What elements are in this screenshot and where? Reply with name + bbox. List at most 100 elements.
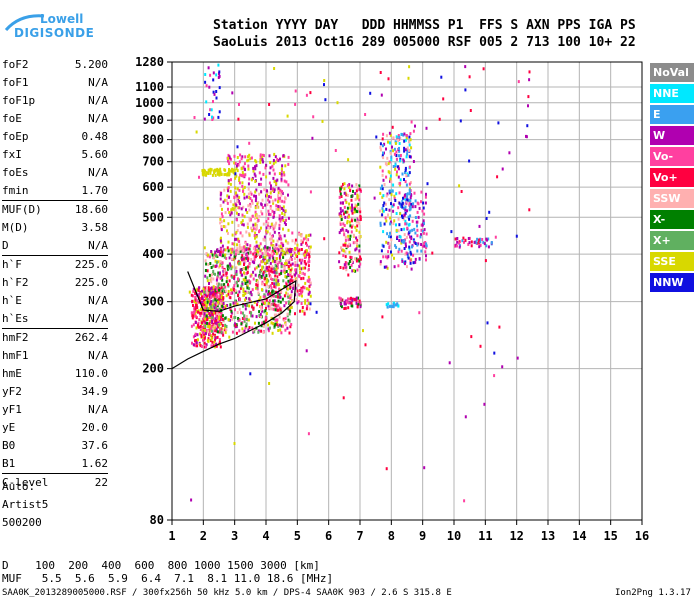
echo-point <box>202 338 204 342</box>
echo-point <box>284 275 287 279</box>
echo-point <box>227 240 230 244</box>
echo-point <box>269 275 272 279</box>
echo-point <box>212 326 215 329</box>
echo-point <box>220 275 223 279</box>
echo-point <box>221 261 224 265</box>
echo-point <box>401 240 404 244</box>
echo-point <box>293 275 296 279</box>
echo-point <box>223 285 225 289</box>
echo-point <box>305 241 308 245</box>
echo-point <box>342 396 345 400</box>
echo-point <box>425 246 428 250</box>
echo-point <box>469 109 472 112</box>
echo-point <box>274 274 277 278</box>
echo-point <box>219 261 222 265</box>
echo-point <box>386 192 389 196</box>
echo-point <box>308 284 311 288</box>
echo-point <box>198 325 200 329</box>
echo-point <box>288 319 291 323</box>
echo-point <box>228 168 230 171</box>
echo-point <box>408 188 411 192</box>
echo-point <box>254 328 257 331</box>
echo-point <box>423 222 425 226</box>
param-row: foF1p N/A <box>2 92 108 110</box>
echo-point <box>232 203 235 207</box>
echo-point <box>273 245 276 249</box>
echo-point <box>254 210 257 214</box>
echo-point <box>230 251 233 255</box>
echo-point <box>305 235 308 239</box>
echo-point <box>406 152 409 156</box>
echo-point <box>255 194 257 198</box>
echo-point <box>291 254 294 257</box>
echo-point <box>272 307 275 311</box>
echo-point <box>393 219 396 223</box>
echo-point <box>399 235 402 239</box>
echo-point <box>300 267 303 271</box>
echo-point <box>390 158 393 162</box>
echo-point <box>350 225 353 229</box>
echo-point <box>227 283 229 287</box>
echo-point <box>213 306 216 310</box>
echo-point <box>400 204 403 208</box>
echo-point <box>305 93 308 97</box>
echo-point <box>270 286 273 290</box>
echo-point <box>280 179 283 183</box>
echo-point <box>201 328 204 332</box>
echo-point <box>195 130 198 134</box>
echo-point <box>250 178 253 182</box>
x-tick-label: 16 <box>635 529 649 543</box>
echo-point <box>468 241 471 245</box>
echo-point <box>233 316 236 320</box>
echo-point <box>379 165 382 169</box>
echo-point <box>212 264 215 268</box>
echo-point <box>387 77 390 81</box>
echo-point <box>223 269 226 273</box>
echo-point <box>283 200 286 204</box>
echo-point <box>270 267 273 271</box>
echo-point <box>228 195 230 199</box>
echo-point <box>247 318 250 322</box>
echo-point <box>401 258 404 262</box>
echo-point <box>279 328 282 332</box>
echo-point <box>284 321 287 325</box>
echo-point <box>397 217 400 221</box>
echo-point <box>381 154 384 158</box>
echo-point <box>338 260 341 264</box>
echo-point <box>496 175 499 179</box>
echo-point <box>384 202 387 206</box>
echo-point <box>275 179 278 183</box>
echo-point <box>393 256 395 260</box>
echo-point <box>395 173 398 177</box>
echo-point <box>259 270 262 274</box>
echo-point <box>250 199 253 203</box>
echo-point <box>243 215 246 219</box>
footer-info-line: SAA0K_2013289005000.RSF / 300fx256h 50 k… <box>2 588 452 598</box>
echo-point <box>414 205 417 209</box>
echo-point <box>287 248 290 252</box>
auto-label: Auto: <box>2 480 36 493</box>
echo-point <box>216 304 219 308</box>
echo-point <box>273 190 276 193</box>
echo-point <box>408 143 411 147</box>
echo-point <box>389 231 391 235</box>
echo-point <box>205 343 208 347</box>
echo-point <box>194 339 197 343</box>
echo-point <box>483 242 486 246</box>
echo-point <box>275 207 278 211</box>
echo-point <box>270 302 273 306</box>
echo-point <box>204 274 207 278</box>
echo-point <box>296 289 299 293</box>
param-name: foEp <box>2 130 29 143</box>
echo-point <box>354 248 357 252</box>
echo-point <box>227 264 230 268</box>
echo-point <box>408 135 411 139</box>
echo-point <box>238 243 241 247</box>
echo-point <box>294 253 297 257</box>
echo-point <box>349 224 352 228</box>
echo-point <box>241 219 244 223</box>
echo-point <box>424 195 427 199</box>
echo-point <box>385 467 388 471</box>
echo-point <box>265 289 268 293</box>
echo-point <box>216 274 219 278</box>
